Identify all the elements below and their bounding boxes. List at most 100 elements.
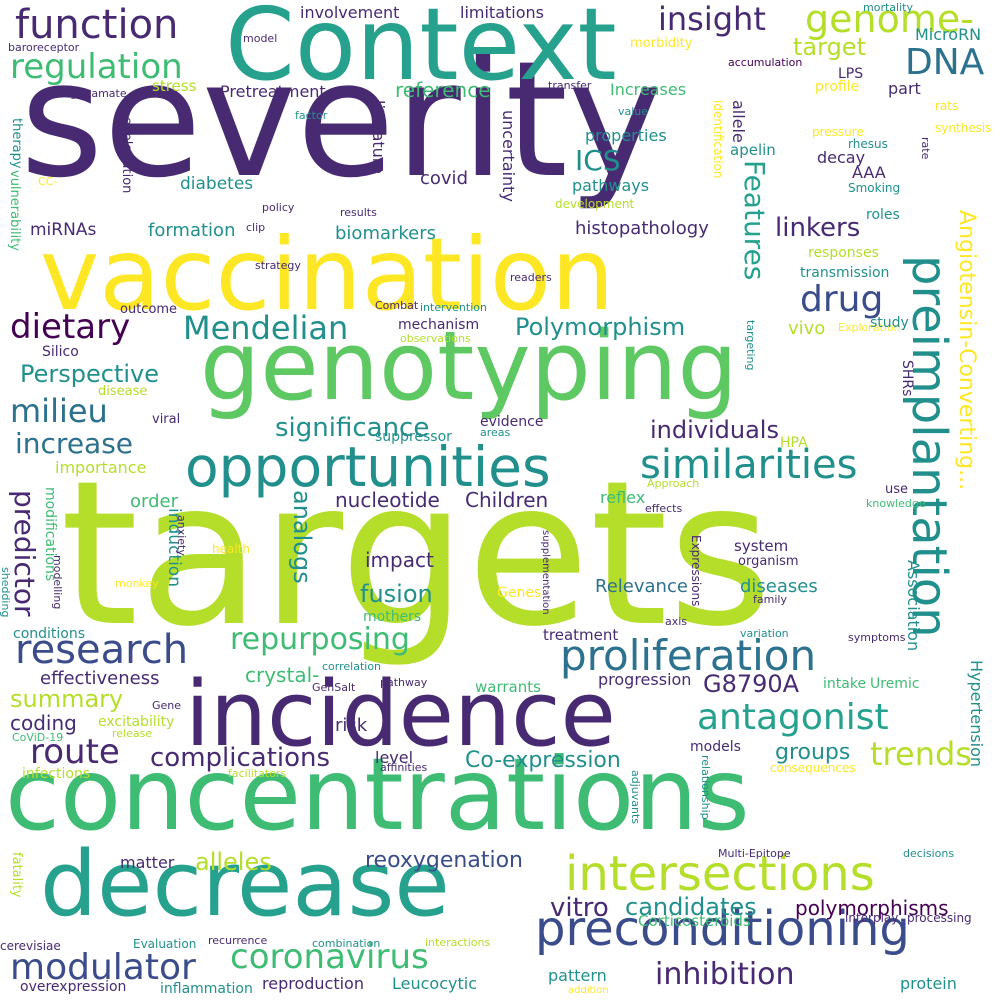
cloud-word: pathway: [380, 676, 428, 689]
cloud-word: Gene: [152, 699, 182, 712]
cloud-word: excitability: [98, 714, 175, 730]
cloud-word: shedding: [0, 567, 12, 618]
cloud-word: targeting: [744, 320, 757, 371]
cloud-word: Mendelian: [183, 309, 349, 347]
cloud-word: concentrations: [5, 736, 750, 853]
cloud-word: rhesus: [848, 137, 888, 151]
cloud-word: fatality: [9, 852, 24, 898]
cloud-word: histopathology: [575, 218, 709, 239]
cloud-word: groups: [775, 740, 851, 765]
cloud-word: processing: [907, 911, 972, 925]
cloud-word: readers: [510, 271, 552, 284]
cloud-word: effects: [645, 502, 683, 515]
cloud-word: Evaluation: [133, 937, 197, 951]
cloud-word: areas: [480, 426, 511, 439]
cloud-word: reoxygenation: [365, 848, 523, 873]
cloud-word: Smoking: [848, 181, 901, 195]
cloud-word: intersections: [565, 846, 875, 902]
cloud-word: biomarkers: [335, 223, 437, 244]
cloud-word: vitro: [550, 893, 609, 923]
cloud-word: correlation: [322, 660, 382, 673]
cloud-word: models: [690, 739, 741, 755]
cloud-word: rate: [919, 137, 932, 160]
cloud-word: Relevance: [595, 576, 688, 597]
cloud-word: targets: [60, 438, 773, 671]
cloud-word: family: [753, 593, 787, 606]
cloud-word: crystal-: [245, 663, 320, 687]
cloud-word: genotyping: [200, 312, 738, 422]
cloud-word: identification: [711, 100, 725, 179]
cloud-word: CoViD-19: [12, 731, 64, 744]
cloud-word: covid: [420, 168, 468, 189]
cloud-word: infections: [22, 766, 91, 782]
cloud-word: Exploration: [838, 321, 901, 334]
cloud-word: severity: [20, 26, 663, 213]
cloud-word: treatment: [543, 626, 619, 644]
cloud-word: Co-expression: [465, 748, 621, 773]
cloud-word: repurposing: [230, 622, 410, 657]
cloud-word: Perspective: [20, 360, 159, 388]
cloud-word: Polymorphism: [515, 313, 686, 341]
cloud-word: vivo: [788, 318, 826, 339]
cloud-word: mechanism: [398, 317, 480, 333]
cloud-word: AAA: [852, 163, 886, 182]
cloud-word: Context: [225, 0, 617, 103]
cloud-word: literature: [369, 100, 388, 174]
cloud-word: affinities: [380, 761, 428, 774]
cloud-word: polymorphisms: [795, 896, 949, 920]
cloud-word: therapy: [9, 118, 24, 169]
cloud-word: importance: [55, 458, 147, 477]
cloud-word: analogs: [288, 490, 316, 584]
cloud-word: Uremic: [870, 676, 920, 692]
cloud-word: use: [885, 482, 909, 497]
cloud-word: candidates: [625, 893, 757, 921]
cloud-word: pattern: [548, 966, 607, 985]
cloud-word: formation: [148, 220, 236, 241]
cloud-word: policy: [262, 201, 295, 214]
cloud-word: coding: [10, 711, 77, 735]
cloud-word: transfer: [548, 79, 592, 92]
cloud-word: morbidity: [630, 36, 693, 51]
cloud-word: Association: [904, 560, 923, 652]
cloud-word: Hypertension: [967, 660, 986, 768]
cloud-word: health: [212, 542, 250, 556]
cloud-word: Expressions: [689, 535, 703, 607]
cloud-word: inflammation: [160, 981, 253, 997]
cloud-word: viral: [152, 412, 181, 427]
cloud-word: release: [112, 727, 153, 740]
cloud-word: limitations: [460, 3, 544, 22]
cloud-word: increase: [15, 427, 134, 460]
cloud-word: transmission: [800, 265, 890, 281]
cloud-word: G8790A: [703, 670, 800, 698]
cloud-word: explanation: [119, 117, 134, 194]
cloud-word: diabetes: [180, 174, 254, 194]
cloud-word: complications: [150, 743, 331, 773]
cloud-word: MicroRN: [915, 25, 982, 44]
cloud-word: regulation: [10, 47, 183, 87]
cloud-word: HPA: [780, 435, 808, 451]
cloud-word: conditions: [13, 626, 86, 642]
cloud-word: decrease: [40, 832, 450, 937]
cloud-word: disease: [98, 384, 148, 399]
cloud-word: accumulation: [728, 56, 803, 69]
cloud-word: stress: [152, 77, 197, 95]
cloud-word: drug: [800, 279, 884, 320]
cloud-word: linkers: [775, 213, 861, 243]
cloud-word: overexpression: [20, 979, 127, 995]
cloud-word: Combat: [375, 299, 419, 312]
cloud-word: apelin: [730, 141, 776, 159]
cloud-word: adjuvants: [629, 770, 642, 825]
cloud-word: miRNAs: [30, 220, 97, 240]
cloud-word: modulator: [10, 947, 196, 988]
cloud-word: diseases: [740, 576, 818, 597]
cloud-word: Corticosteroids: [638, 912, 751, 930]
cloud-word: interactions: [425, 936, 491, 949]
cloud-word: synthesis: [935, 121, 992, 135]
cloud-word: inhibition: [655, 957, 795, 992]
cloud-word: factor: [295, 109, 328, 122]
cloud-word: uncertainty: [499, 110, 518, 202]
cloud-word: Genes: [497, 585, 542, 601]
cloud-word: observations: [400, 332, 471, 345]
cloud-word: alleles: [195, 848, 272, 876]
